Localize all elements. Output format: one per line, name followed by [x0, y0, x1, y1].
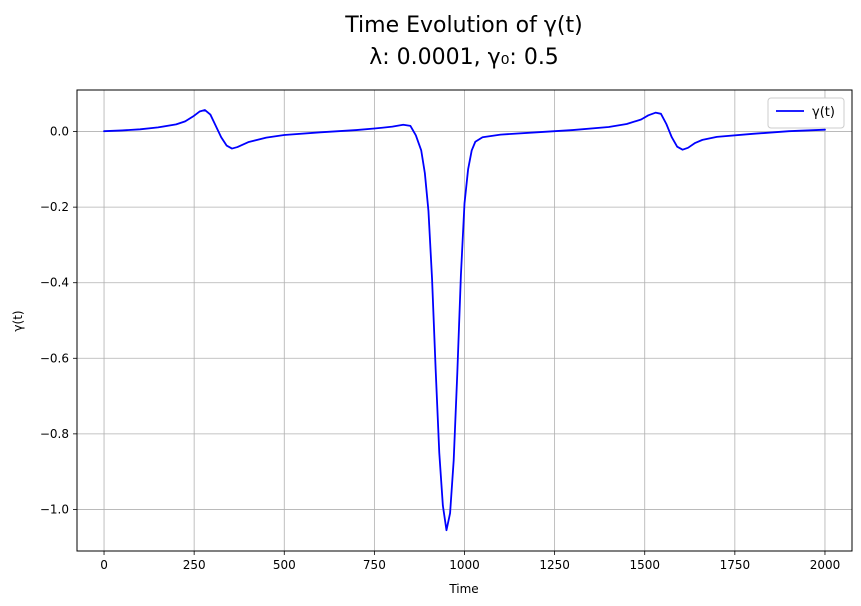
x-tick-label: 2000: [810, 558, 841, 572]
y-tick-label: −1.0: [40, 502, 69, 516]
x-tick-label: 1250: [539, 558, 570, 572]
x-tick-label: 1500: [629, 558, 660, 572]
grid: [77, 90, 852, 551]
y-tick-label: 0.0: [50, 125, 69, 139]
ticks: 0 250 500 750 1000 1250 1500 1750 2000 0.0 −0.2 −0.…: [40, 125, 840, 572]
legend-label: γ(t): [812, 105, 835, 120]
y-tick-label: −0.6: [40, 351, 69, 365]
legend-box: [767, 97, 845, 129]
y-tick-label: −0.2: [40, 200, 69, 214]
y-tick-label: −0.4: [40, 276, 69, 290]
chart-title-line-2: λ: 0.0001, γ₀: 0.5: [369, 45, 559, 70]
x-tick-label: 250: [183, 558, 206, 572]
x-tick-label: 1750: [720, 558, 751, 572]
y-axis-label: γ(t): [11, 310, 25, 331]
x-axis-label: Time: [448, 582, 478, 596]
x-tick-label: 500: [273, 558, 296, 572]
x-tick-label: 0: [100, 558, 108, 572]
series-layer: [103, 109, 826, 532]
legend: γ(t): [767, 97, 845, 129]
chart-title-line-1: Time Evolution of γ(t): [344, 13, 582, 38]
series-line: [103, 109, 826, 532]
x-tick-label: 750: [363, 558, 386, 572]
y-tick-label: −0.8: [40, 427, 69, 441]
x-tick-label: 1000: [449, 558, 480, 572]
